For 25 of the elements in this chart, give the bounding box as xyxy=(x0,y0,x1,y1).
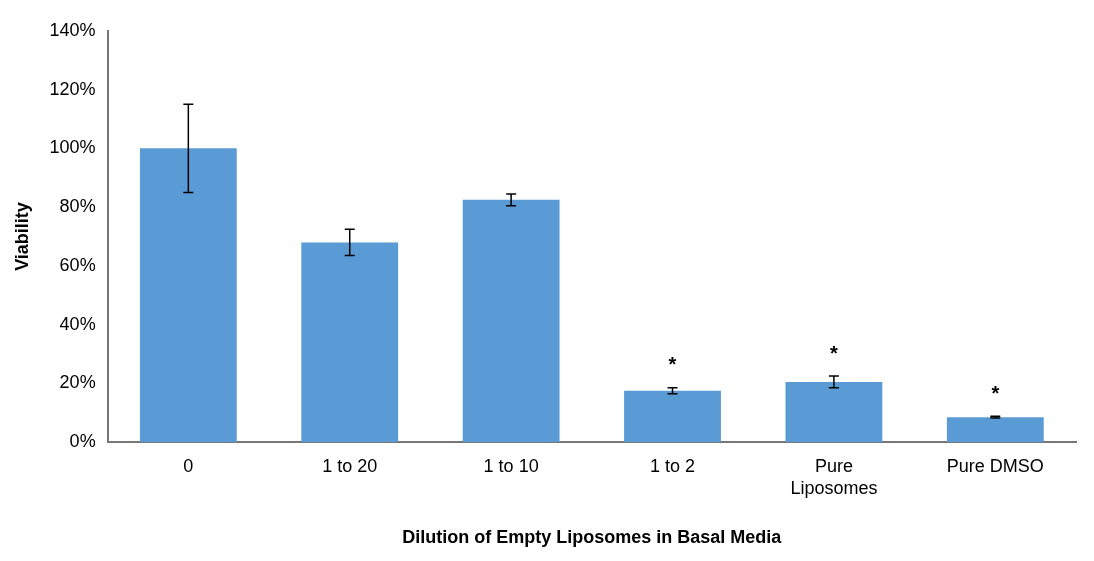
y-tick-label: 0% xyxy=(69,431,96,452)
y-tick-label: 20% xyxy=(59,372,96,393)
y-tick-label: 60% xyxy=(59,254,96,275)
bar xyxy=(624,390,721,443)
data-label: * xyxy=(991,381,1000,404)
x-tick-label: Pure DMSO xyxy=(946,455,1044,476)
x-axis-title: Dilution of Empty Liposomes in Basal Media xyxy=(402,527,783,548)
y-tick-label: 140% xyxy=(49,19,96,40)
y-tick-label: 120% xyxy=(49,78,96,99)
x-tick-label: 1 to 10 xyxy=(483,455,539,476)
bar xyxy=(301,242,399,443)
bar xyxy=(139,148,237,443)
bar xyxy=(785,381,883,443)
y-axis-title: Viability xyxy=(11,202,32,271)
bar xyxy=(462,199,560,443)
x-tick-label: 1 to 2 xyxy=(649,455,696,476)
data-label: * xyxy=(830,341,839,364)
x-tick-label: Pure Liposomes xyxy=(790,455,878,498)
data-label: * xyxy=(668,353,677,376)
y-tick-label: 80% xyxy=(59,196,96,217)
y-tick-label: 40% xyxy=(59,313,96,334)
x-tick-label: 0 xyxy=(183,455,194,476)
x-tick-label: 1 to 20 xyxy=(322,455,378,476)
bar xyxy=(946,417,1044,443)
y-tick-label: 100% xyxy=(49,137,96,158)
